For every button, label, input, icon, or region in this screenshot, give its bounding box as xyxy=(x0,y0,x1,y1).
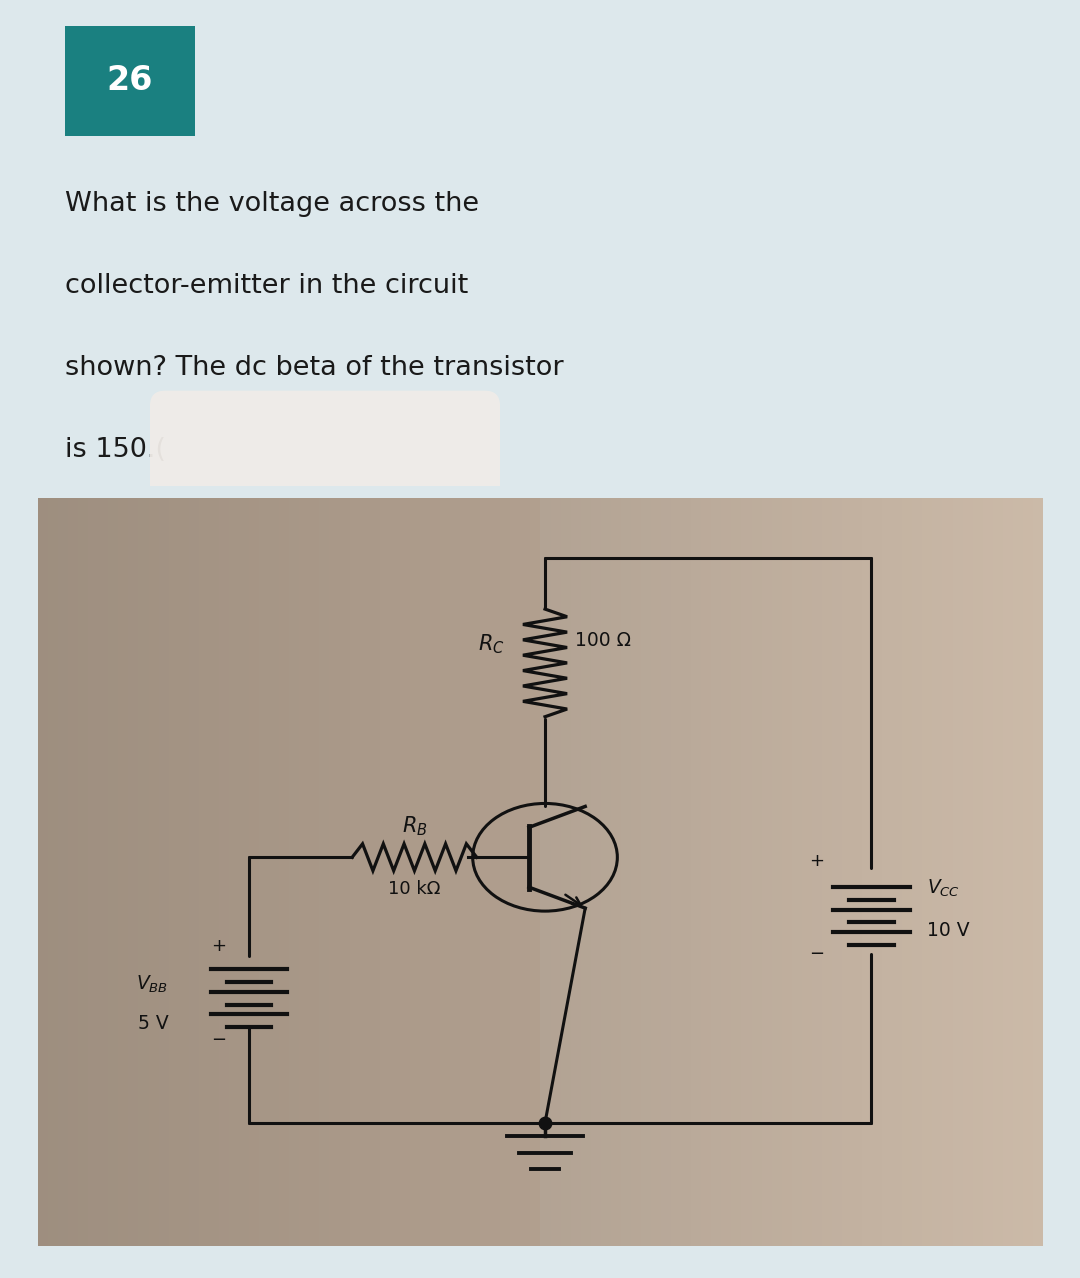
FancyBboxPatch shape xyxy=(65,26,195,135)
FancyBboxPatch shape xyxy=(150,391,500,515)
Text: $V_{BB}$: $V_{BB}$ xyxy=(136,974,168,996)
Text: 10 kΩ: 10 kΩ xyxy=(389,879,441,897)
Text: −: − xyxy=(809,946,824,964)
Text: 5 V: 5 V xyxy=(137,1013,168,1033)
Text: is 150.(: is 150.( xyxy=(65,437,166,463)
Text: 100 Ω: 100 Ω xyxy=(576,631,631,651)
Text: $R_C$: $R_C$ xyxy=(478,633,504,656)
Text: +: + xyxy=(211,937,226,955)
Text: 10 V: 10 V xyxy=(927,921,970,941)
Text: shown? The dc beta of the transistor: shown? The dc beta of the transistor xyxy=(65,355,564,381)
Text: 26: 26 xyxy=(107,64,153,97)
Text: $R_B$: $R_B$ xyxy=(402,814,428,837)
Text: What is the voltage across the: What is the voltage across the xyxy=(65,190,480,217)
Text: −: − xyxy=(211,1031,226,1049)
Text: +: + xyxy=(809,852,824,870)
Text: $V_{CC}$: $V_{CC}$ xyxy=(927,878,960,900)
Text: collector-emitter in the circuit: collector-emitter in the circuit xyxy=(65,272,469,299)
